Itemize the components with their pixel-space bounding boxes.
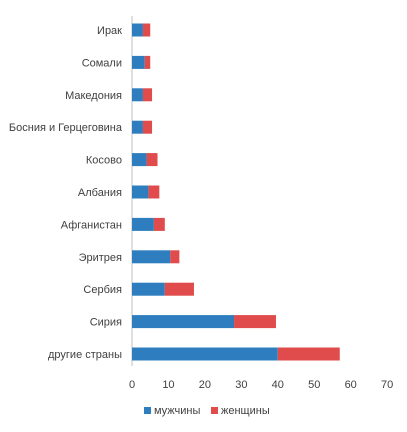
- bar-segment-women: [142, 23, 151, 37]
- category-label: Косово: [86, 155, 122, 167]
- bar-segment-women: [142, 88, 153, 102]
- x-tick-label: 30: [235, 379, 247, 391]
- bar-segment-men: [132, 282, 165, 296]
- bar-segment-men: [132, 185, 149, 199]
- x-tick-label: 40: [272, 379, 284, 391]
- x-tick-label: 50: [308, 379, 320, 391]
- legend: мужчины женщины: [144, 405, 270, 417]
- bar-segment-men: [132, 347, 278, 361]
- bar-segment-men: [132, 120, 143, 134]
- bar-segment-women: [234, 315, 276, 329]
- bar-segment-women: [146, 153, 158, 167]
- x-tick-label: 0: [129, 379, 135, 391]
- category-label: Сомали: [82, 57, 122, 69]
- x-tick-label: 70: [381, 379, 393, 391]
- category-label: Эритрея: [79, 252, 122, 264]
- bar-segment-men: [132, 315, 235, 329]
- legend-label-men: мужчины: [154, 405, 200, 417]
- x-tick-label: 20: [199, 379, 211, 391]
- bar-segment-women: [144, 55, 151, 69]
- category-label: Македония: [65, 90, 122, 102]
- bar-segment-women: [170, 250, 180, 264]
- bar-segment-women: [142, 120, 153, 134]
- category-label: Сирия: [90, 317, 122, 329]
- plot-area: Ирак Сомали Македония Босния и Герцеговина К…: [9, 16, 393, 391]
- bar-segment-women: [148, 185, 160, 199]
- category-label: Босния и Герцеговина: [9, 122, 123, 134]
- legend-swatch-men: [144, 407, 151, 414]
- bar-segment-women: [277, 347, 340, 361]
- category-label: Сербия: [83, 284, 122, 296]
- bar-segment-men: [132, 217, 154, 231]
- category-label: другие страны: [48, 349, 122, 361]
- category-label: Афганистан: [61, 219, 122, 231]
- bar-segment-women: [164, 282, 194, 296]
- bar-segment-men: [132, 88, 143, 102]
- x-tick-label: 10: [162, 379, 174, 391]
- category-label: Ирак: [97, 25, 122, 37]
- legend-label-women: женщины: [221, 405, 270, 417]
- bar-segment-women: [153, 217, 165, 231]
- bar-segment-men: [132, 250, 171, 264]
- bar-segment-men: [132, 55, 145, 69]
- category-label: Албания: [78, 187, 122, 199]
- bar-segment-men: [132, 153, 147, 167]
- bar-segment-men: [132, 23, 143, 37]
- x-tick-label: 60: [345, 379, 357, 391]
- legend-swatch-women: [211, 407, 218, 414]
